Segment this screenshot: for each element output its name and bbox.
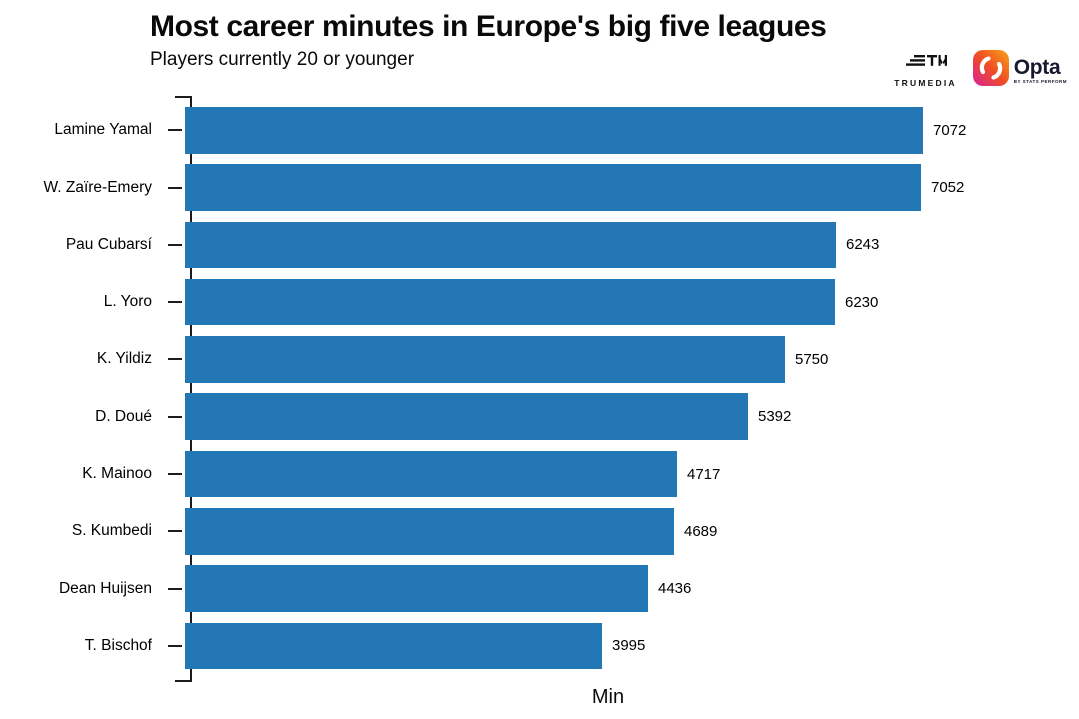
bar xyxy=(185,107,923,154)
bar-track: 5750 xyxy=(185,336,1015,383)
value-label: 6243 xyxy=(846,236,880,254)
y-axis-top-cap xyxy=(175,96,191,98)
bar-track: 3995 xyxy=(185,622,1015,670)
value-label: 4689 xyxy=(684,522,718,540)
category-label: Dean Huijsen xyxy=(58,579,152,597)
bar-track: 4436 xyxy=(185,565,1015,612)
bar xyxy=(185,336,785,383)
bar xyxy=(185,278,835,326)
bar-track: 5392 xyxy=(185,393,1015,440)
x-axis-label: Min xyxy=(591,686,625,708)
trumedia-icon xyxy=(905,54,947,76)
bar-row: Dean Huijsen 4436 xyxy=(0,565,1079,612)
bar-track: 6243 xyxy=(185,221,1015,269)
branding-logos: TRUMEDIA Opta xyxy=(894,50,1067,91)
value-label: 7052 xyxy=(931,179,965,197)
axis-tick xyxy=(168,243,182,246)
bar-track: 4689 xyxy=(185,508,1015,555)
axis-tick xyxy=(168,186,182,189)
axis-tick xyxy=(168,358,182,361)
axis-tick xyxy=(168,644,182,647)
bar-rows: Lamine Yamal 7072 W. Zaïre-Emery 7052 Pau Cu… xyxy=(0,107,1079,680)
bar-track: 6230 xyxy=(185,278,1015,326)
bar xyxy=(185,164,921,211)
value-label: 3995 xyxy=(612,637,646,655)
bar-row: K. Yildiz 5750 xyxy=(0,336,1079,383)
axis-tick xyxy=(168,301,182,304)
bar-row: S. Kumbedi 4689 xyxy=(0,508,1079,555)
category-label: L. Yoro xyxy=(103,293,152,311)
bar-row: Lamine Yamal 7072 xyxy=(0,107,1079,154)
value-label: 7072 xyxy=(933,121,967,139)
trumedia-logo: TRUMEDIA xyxy=(894,54,956,88)
bar xyxy=(185,622,602,670)
axis-tick xyxy=(168,473,182,476)
category-label: W. Zaïre-Emery xyxy=(43,178,152,196)
opta-wordmark: Opta BY STATS PERFORM xyxy=(1013,56,1067,84)
category-label: K. Yildiz xyxy=(96,350,152,368)
category-label: D. Doué xyxy=(95,407,152,425)
value-label: 5750 xyxy=(795,350,829,368)
y-axis-bottom-cap xyxy=(175,680,191,682)
bar-track: 4717 xyxy=(185,450,1015,498)
bar-row: T. Bischof 3995 xyxy=(0,622,1079,670)
opta-logo: Opta BY STATS PERFORM xyxy=(972,50,1067,91)
axis-tick xyxy=(168,415,182,418)
axis-tick xyxy=(168,129,182,132)
bar xyxy=(185,450,677,498)
trumedia-wordmark: TRUMEDIA xyxy=(894,77,957,88)
category-label: T. Bischof xyxy=(84,636,152,654)
bar-chart: Lamine Yamal 7072 W. Zaïre-Emery 7052 Pau Cu… xyxy=(0,96,1079,719)
y-axis-line xyxy=(190,96,192,682)
opta-icon xyxy=(972,50,1009,91)
chart-subtitle: Players currently 20 or younger xyxy=(150,49,415,70)
category-label: Pau Cubarsí xyxy=(65,235,152,253)
bar-row: D. Doué 5392 xyxy=(0,393,1079,440)
bar-row: Pau Cubarsí 6243 xyxy=(0,221,1079,269)
value-label: 4717 xyxy=(687,465,721,483)
value-label: 6230 xyxy=(845,293,879,311)
category-label: Lamine Yamal xyxy=(54,121,152,139)
bar-row: W. Zaïre-Emery 7052 xyxy=(0,164,1079,211)
bar-row: L. Yoro 6230 xyxy=(0,278,1079,326)
bar xyxy=(185,393,748,440)
bar-row: K. Mainoo 4717 xyxy=(0,450,1079,498)
bar xyxy=(185,565,648,612)
bar xyxy=(185,221,836,269)
category-label: S. Kumbedi xyxy=(71,522,152,540)
bar-track: 7052 xyxy=(185,164,1015,211)
axis-tick xyxy=(168,587,182,590)
value-label: 5392 xyxy=(758,408,792,426)
bar-track: 7072 xyxy=(185,107,1015,154)
value-label: 4436 xyxy=(658,580,692,598)
bar xyxy=(185,508,674,555)
category-label: K. Mainoo xyxy=(82,465,152,483)
axis-tick xyxy=(168,530,182,533)
chart-title: Most career minutes in Europe's big five… xyxy=(150,10,827,43)
